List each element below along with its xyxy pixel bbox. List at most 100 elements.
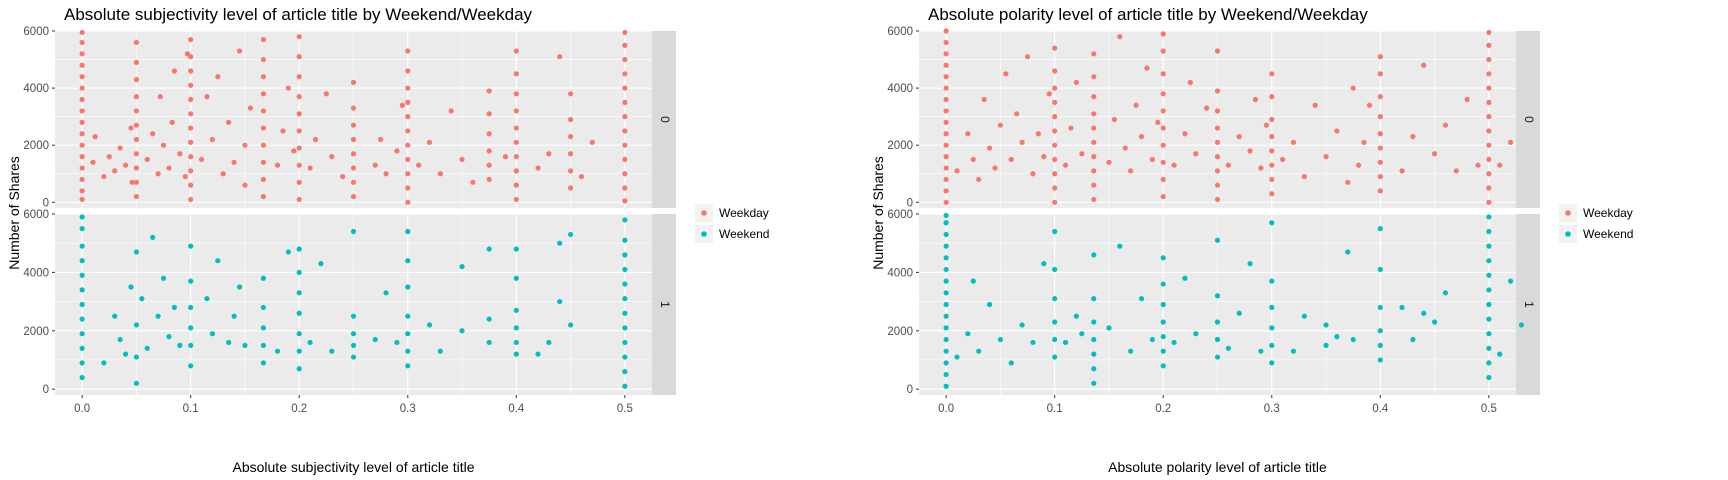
data-point [1214, 196, 1221, 203]
data-point [372, 162, 378, 168]
data-point [133, 165, 140, 171]
data-point [188, 82, 194, 88]
data-point [296, 196, 302, 203]
data-point [943, 220, 949, 226]
data-point [296, 246, 302, 252]
data-point [622, 114, 628, 120]
data-point [350, 193, 357, 200]
data-point [1377, 225, 1383, 232]
data-point [470, 179, 476, 185]
data-point [79, 225, 85, 232]
data-point [567, 91, 574, 97]
data-point [1361, 139, 1367, 145]
data-point [1052, 199, 1058, 205]
data-point [1214, 88, 1221, 94]
data-point [383, 171, 389, 177]
legend-label-weekday: Weekday [719, 206, 769, 220]
facet-strip-label: 1 [1522, 301, 1536, 308]
data-point [622, 354, 628, 360]
data-point [188, 154, 194, 160]
data-point [260, 304, 267, 311]
data-point [1464, 96, 1470, 103]
data-point [622, 296, 628, 302]
data-point [1486, 114, 1492, 120]
data-point [943, 313, 949, 319]
data-point [1091, 351, 1097, 357]
data-point [1334, 128, 1340, 134]
y-axis-title: Number of Shares [870, 156, 886, 270]
data-point [405, 99, 411, 105]
data-point [943, 85, 949, 91]
data-point [1323, 342, 1329, 348]
data-point [1214, 182, 1221, 188]
data-point [1003, 71, 1009, 77]
data-point [557, 298, 563, 305]
data-point [1204, 105, 1210, 111]
legend-marker-weekend [1565, 231, 1571, 237]
data-point [622, 85, 628, 91]
data-point [943, 142, 949, 148]
data-point [1091, 296, 1097, 302]
facet-strip [652, 31, 676, 208]
y-axis-title: Number of Shares [6, 156, 22, 270]
data-point [1073, 313, 1079, 319]
y-tick-label: 2000 [887, 326, 913, 338]
data-point [1486, 331, 1492, 337]
data-point [1062, 339, 1069, 346]
data-point [350, 354, 357, 360]
data-point [79, 316, 85, 322]
data-point [198, 156, 205, 163]
y-tick-label: 2000 [887, 140, 913, 152]
data-point [997, 336, 1004, 343]
data-point [986, 301, 993, 308]
data-point [1091, 125, 1097, 131]
data-point [943, 51, 949, 57]
data-point [486, 246, 492, 252]
data-point [405, 185, 411, 191]
data-point [1128, 348, 1134, 354]
data-point [1214, 336, 1221, 343]
data-point [1377, 159, 1383, 165]
data-point [1475, 162, 1481, 168]
data-point [1486, 272, 1492, 278]
data-point [1442, 290, 1449, 296]
data-point [405, 284, 411, 290]
data-point [79, 51, 85, 57]
data-point [943, 39, 949, 46]
data-point [1128, 168, 1134, 174]
x-tick-label: 0.5 [1481, 403, 1497, 415]
data-point [188, 342, 194, 348]
data-point [260, 275, 267, 281]
data-point [1252, 96, 1259, 103]
data-point [567, 134, 574, 140]
data-point [459, 263, 465, 270]
data-point [1269, 162, 1275, 168]
data-point [1507, 139, 1514, 145]
data-point [1052, 45, 1058, 51]
data-point [405, 363, 411, 369]
data-point [943, 383, 949, 389]
x-tick-label: 0.4 [1372, 403, 1389, 415]
data-point [133, 122, 140, 128]
data-point [350, 342, 357, 348]
x-tick-label: 0.4 [508, 403, 525, 415]
legend: Weekday Weekend [1559, 204, 1633, 243]
data-point [1269, 325, 1275, 331]
data-point [943, 301, 949, 308]
data-point [1052, 336, 1058, 343]
data-point [1214, 237, 1221, 243]
data-point [1091, 196, 1097, 203]
data-point [350, 179, 357, 185]
data-point [79, 345, 85, 351]
data-point [1160, 176, 1166, 183]
x-tick-label: 0.2 [291, 403, 307, 415]
data-point [513, 71, 519, 77]
data-point [943, 325, 949, 331]
data-point [1073, 79, 1079, 85]
data-point [112, 168, 118, 174]
x-axis-title: Absolute polarity level of article title [1108, 459, 1327, 475]
data-point [557, 54, 563, 60]
data-point [79, 258, 85, 264]
data-point [1486, 345, 1492, 351]
data-point [1518, 322, 1525, 328]
